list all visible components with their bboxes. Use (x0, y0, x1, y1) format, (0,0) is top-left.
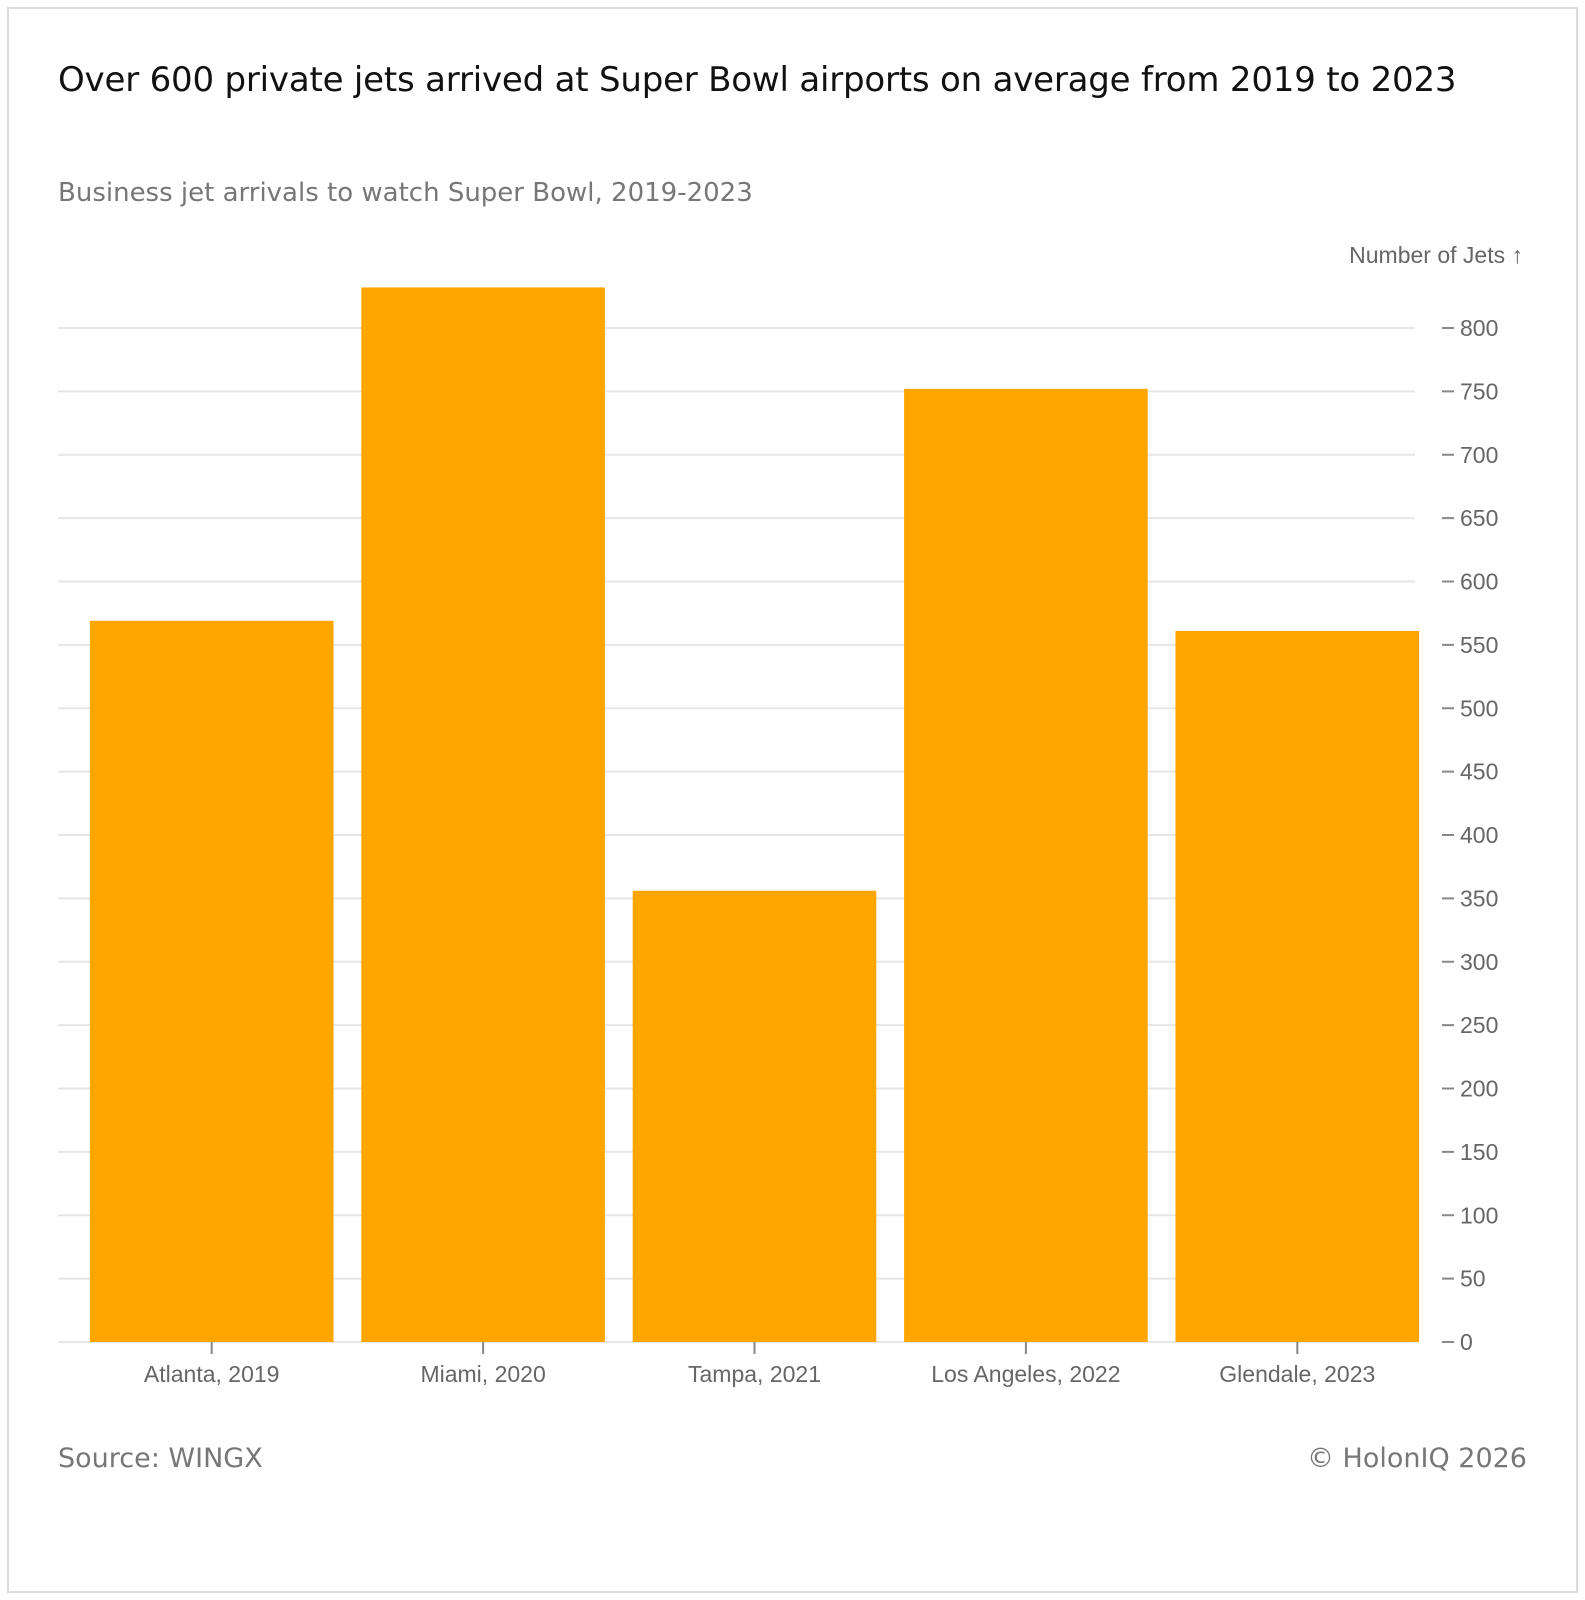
x-tick-label: Tampa, 2021 (688, 1361, 821, 1387)
chart-title: Over 600 private jets arrived at Super B… (58, 60, 1457, 100)
bar-los-angeles-2022 (904, 388, 1148, 1343)
y-tick-label: 100 (1460, 1202, 1498, 1228)
chart-subtitle: Business jet arrivals to watch Super Bow… (58, 178, 753, 208)
y-tick-label: 750 (1460, 378, 1498, 404)
copyright-note: © HolonIQ 2026 (1306, 1443, 1527, 1474)
y-tick-label: 400 (1460, 822, 1498, 848)
axes: 0 50 100 150 200 250 300 350 400 450 500 550 600 650 7… (144, 315, 1498, 1387)
y-tick-label: 500 (1460, 695, 1498, 721)
x-tick-label: Glendale, 2023 (1219, 1361, 1375, 1387)
bar-miami-2020 (361, 287, 605, 1343)
y-tick-label: 600 (1460, 569, 1498, 595)
y-tick-label: 700 (1460, 442, 1498, 468)
y-tick-label: 300 (1460, 949, 1498, 975)
y-tick-label: 150 (1460, 1139, 1498, 1165)
y-tick-label: 550 (1460, 632, 1498, 658)
y-tick-label: 250 (1460, 1012, 1498, 1038)
y-tick-label: 200 (1460, 1076, 1498, 1102)
y-tick-label: 450 (1460, 759, 1498, 785)
y-axis-label: Number of Jets ↑ (1349, 242, 1523, 268)
source-note: Source: WINGX (58, 1443, 263, 1474)
y-tick-label: 0 (1460, 1329, 1473, 1355)
y-tick-label: 800 (1460, 315, 1498, 341)
x-tick-label: Atlanta, 2019 (144, 1361, 280, 1387)
x-tick-label: Miami, 2020 (420, 1361, 545, 1387)
bar-atlanta-2019 (89, 620, 334, 1342)
x-tick-label: Los Angeles, 2022 (931, 1361, 1120, 1387)
bars (89, 287, 1420, 1343)
bar-tampa-2021 (632, 890, 877, 1342)
y-tick-label: 350 (1460, 885, 1498, 911)
bar-glendale-2023 (1175, 630, 1420, 1342)
y-tick-label: 650 (1460, 505, 1498, 531)
y-tick-label: 50 (1460, 1266, 1486, 1292)
